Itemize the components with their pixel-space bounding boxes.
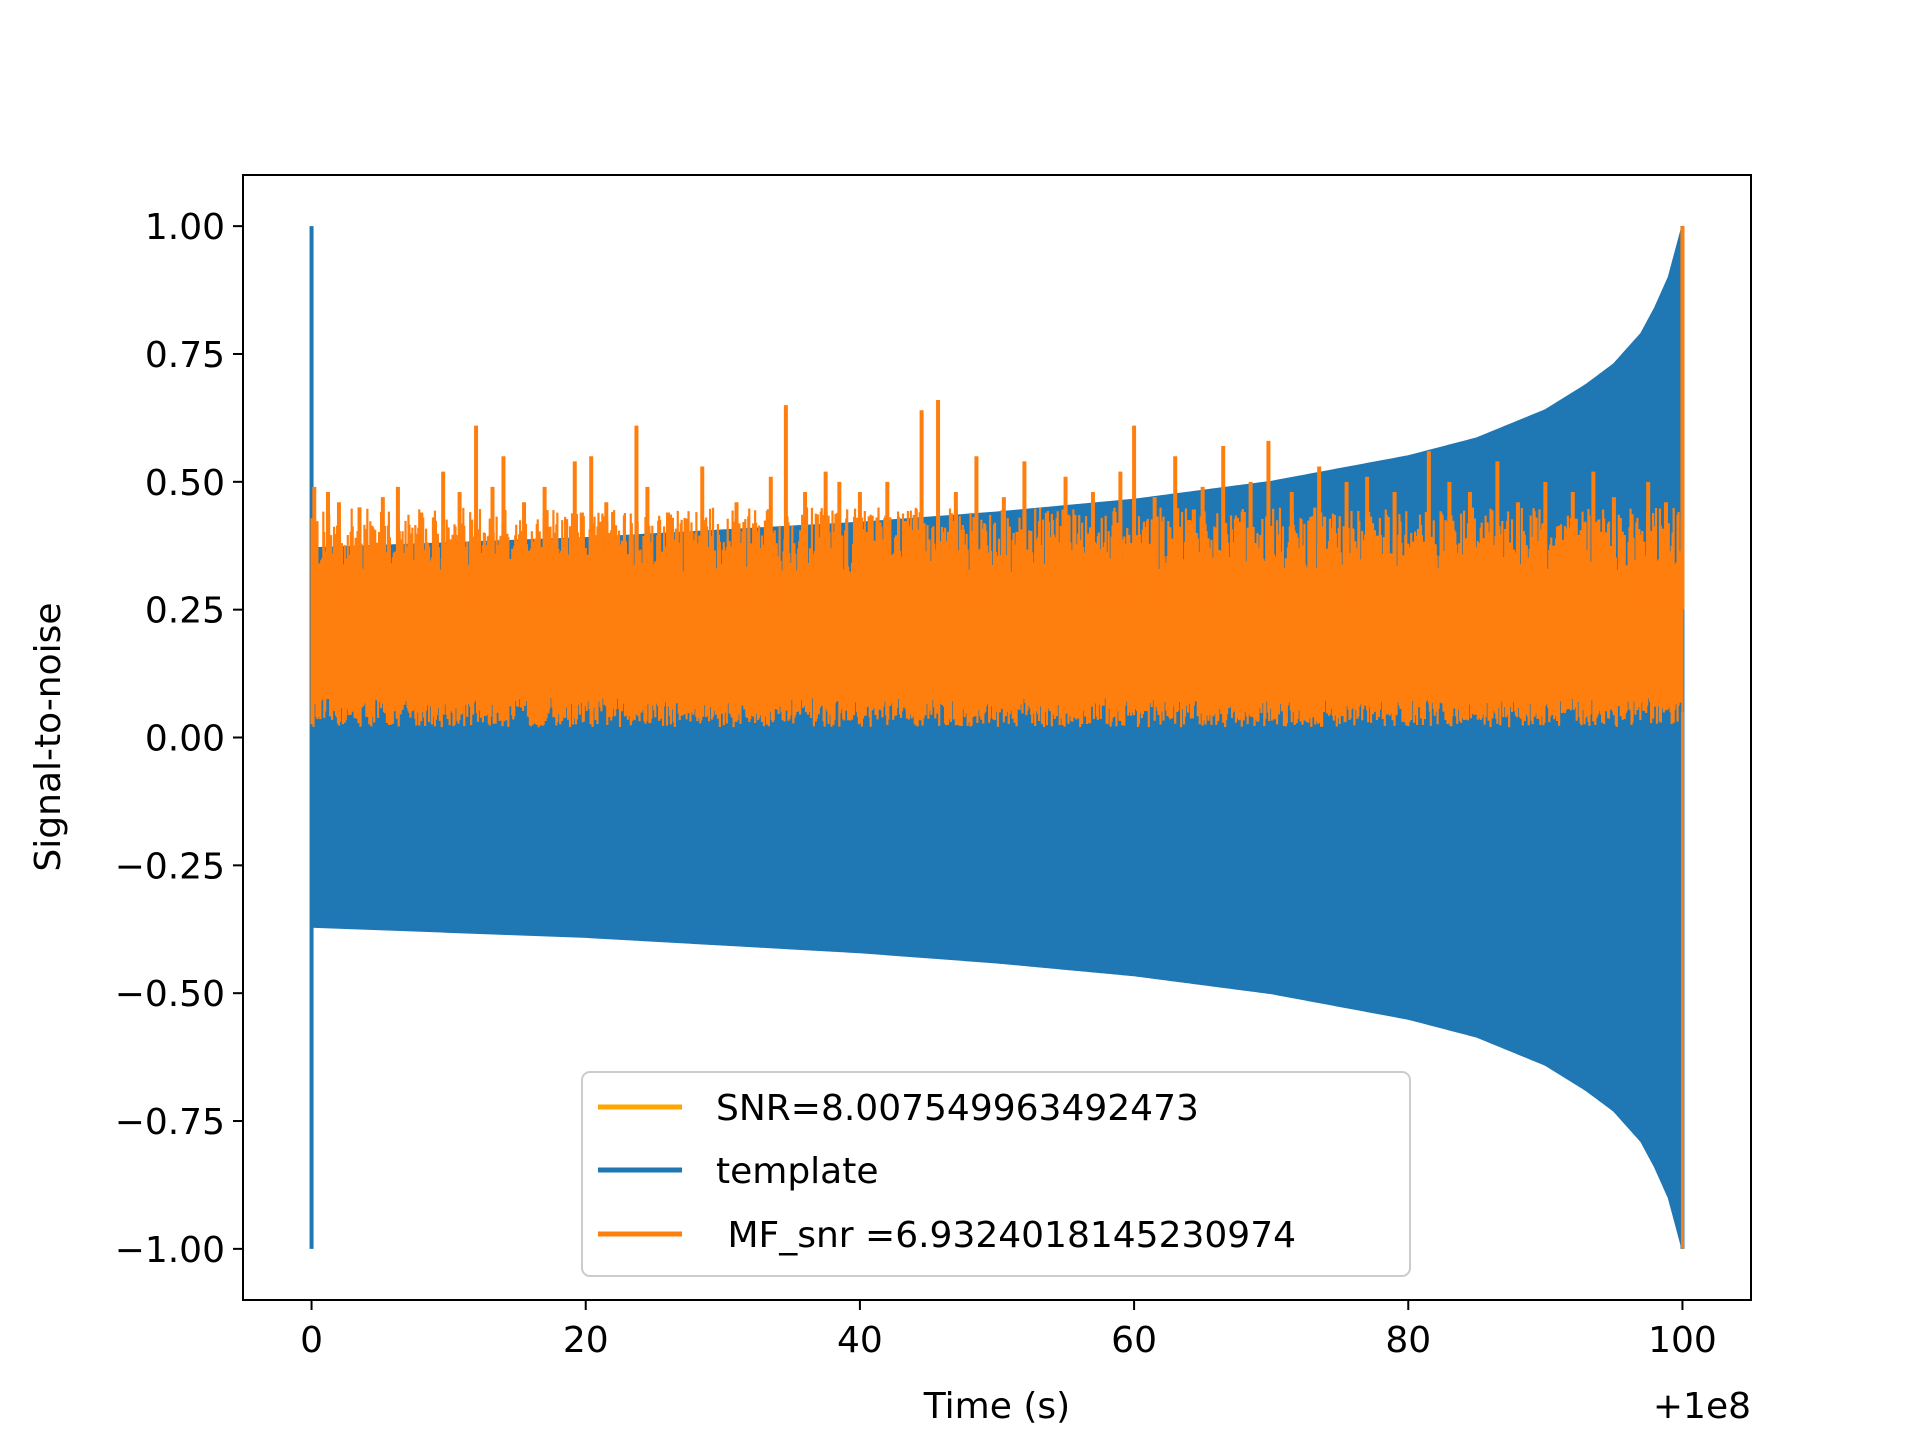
y-axis-label: Signal-to-noise [28, 602, 69, 871]
x-offset-label: +1e8 [1653, 1386, 1751, 1427]
y-tick-label: −0.75 [115, 1102, 225, 1143]
y-tick-label: 0.75 [145, 335, 225, 376]
legend-label-mf-snr: MF_snr =6.9324018145230974 [716, 1215, 1296, 1256]
y-tick-label: −1.00 [115, 1230, 225, 1271]
x-axis-label: Time (s) [923, 1386, 1070, 1427]
y-tick-label: −0.50 [115, 974, 225, 1015]
y-tick-label: 0.00 [145, 719, 225, 760]
legend-label-snr: SNR=8.007549963492473 [716, 1088, 1199, 1129]
y-tick-label: 0.25 [145, 591, 225, 632]
y-tick-label: 1.00 [145, 207, 225, 248]
x-tick-label: 20 [563, 1320, 609, 1361]
plot-area [309, 225, 1685, 1250]
y-axis: 1.00 0.75 0.50 0.25 0.00 −0.25 −0.50 −0.75 −1.00 [115, 207, 243, 1271]
x-tick-label: 60 [1111, 1320, 1157, 1361]
legend-box [581, 1071, 1411, 1277]
x-axis: 0 20 40 60 80 100 [300, 1300, 1717, 1361]
y-tick-label: −0.25 [115, 846, 225, 887]
mf-snr-noise [310, 507, 1684, 728]
legend-label-template: template [716, 1151, 879, 1192]
x-tick-label: 40 [837, 1320, 883, 1361]
x-tick-label: 80 [1385, 1320, 1431, 1361]
legend: SNR=8.007549963492473 template MF_snr =6… [581, 1071, 1411, 1277]
y-tick-label: 0.50 [145, 463, 225, 504]
x-tick-label: 0 [300, 1320, 323, 1361]
x-tick-label: 100 [1648, 1320, 1717, 1361]
